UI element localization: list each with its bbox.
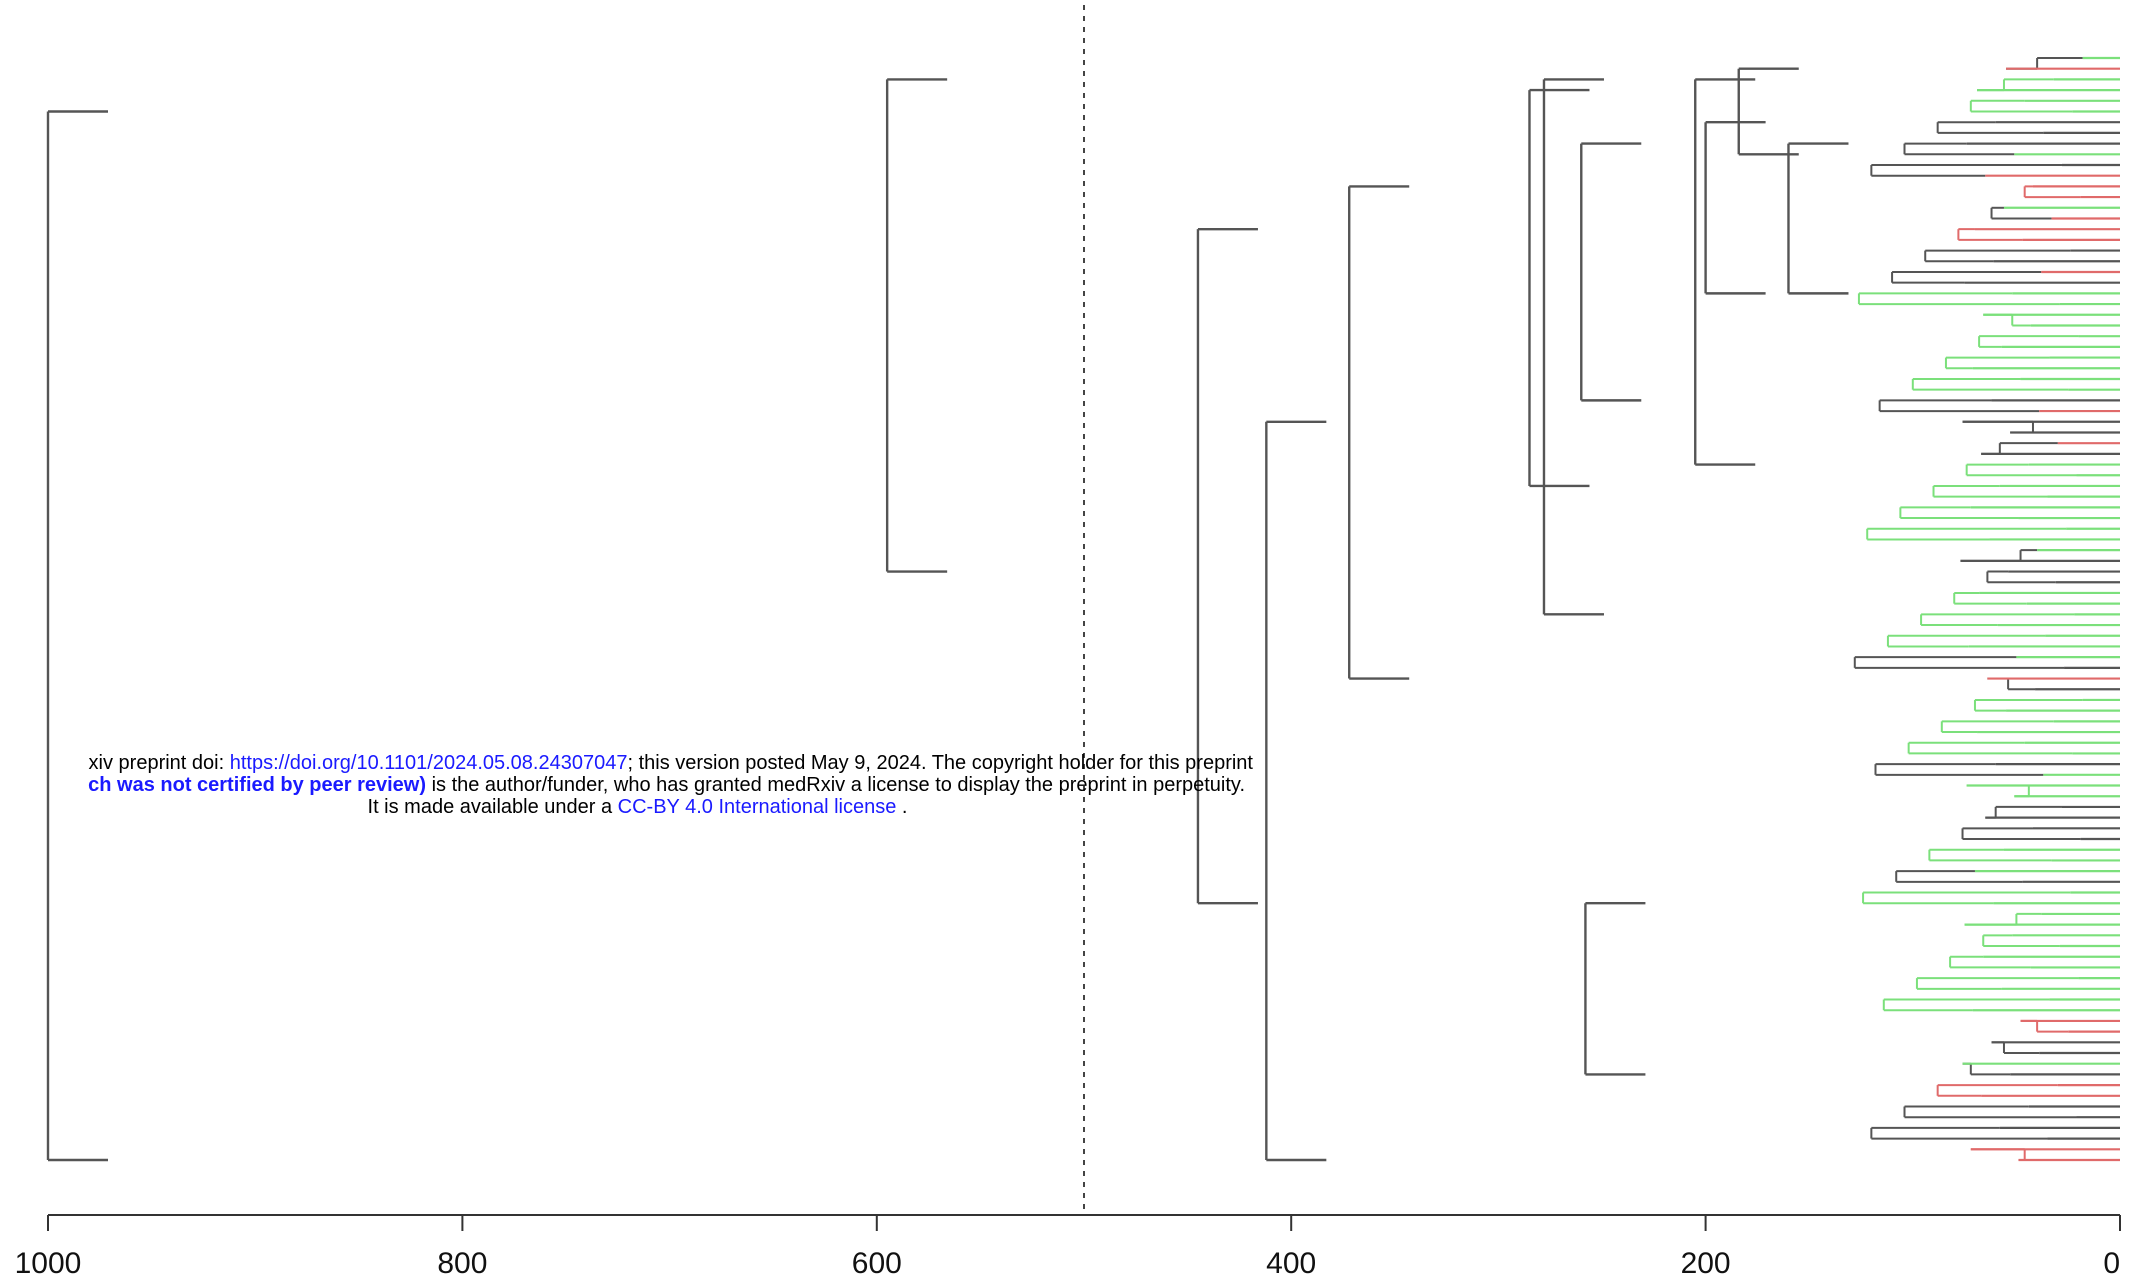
x-tick-label: 800 [437,1247,487,1280]
preprint-notice: xiv preprint doi: https://doi.org/10.110… [0,752,1265,818]
notice-doi-prefix: xiv preprint doi: [88,752,230,774]
notice-line-2: ch was not certified by peer review) is … [0,774,1265,796]
x-tick-label: 200 [1681,1247,1731,1280]
x-tick-label: 600 [852,1247,902,1280]
notice-line-1: xiv preprint doi: https://doi.org/10.110… [0,752,1265,774]
x-tick-label: 1000 [15,1247,82,1280]
notice-period: . [896,796,908,818]
notice-line-3: It is made available under a CC-BY 4.0 I… [0,796,1265,818]
doi-link[interactable]: https://doi.org/10.1101/2024.05.08.24307… [229,752,628,774]
dendrogram-branches [46,57,2083,1162]
notice-review-bold: ch was not certified by peer review) [88,774,427,796]
notice-copyright-text: ; this version posted May 9, 2024. The c… [627,752,1253,774]
x-tick-label: 400 [1266,1247,1316,1280]
x-tick-label: 0 [2103,1247,2120,1280]
notice-available-text: It is made available under a [367,796,618,818]
dendrogram-leaves [1960,56,2120,1162]
license-link[interactable]: CC-BY 4.0 International license [617,796,897,818]
x-axis: 1000 800 600 400 200 0 [15,1214,2121,1280]
notice-license-text: is the author/funder, who has granted me… [426,774,1245,796]
